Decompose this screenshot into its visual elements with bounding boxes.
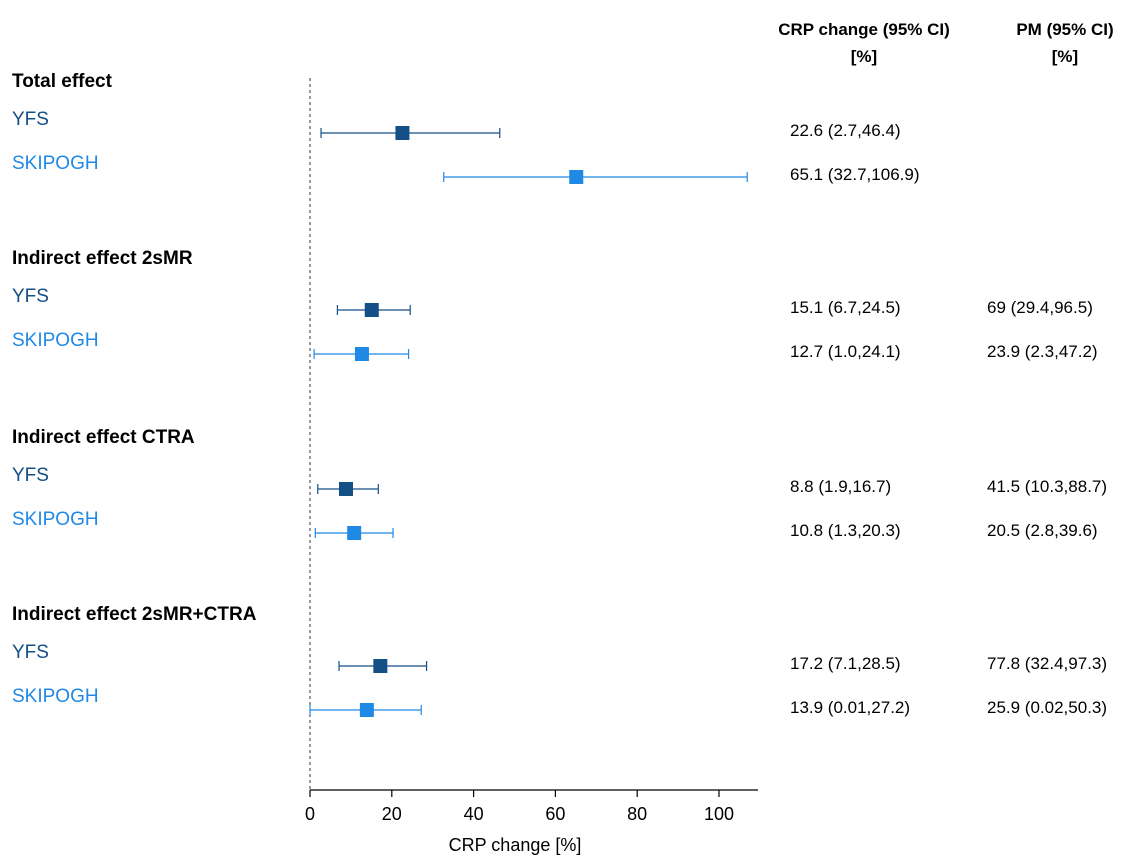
cohort-label: YFS [12,642,49,663]
point-estimate-marker [359,703,374,717]
point-estimate-marker [569,170,584,184]
x-tick-label: 0 [305,804,315,824]
group-title: Indirect effect 2sMR [12,248,193,269]
pm-ci-value: 77.8 (32.4,97.3) [987,654,1107,673]
crp-column-header-line1: CRP change (95% CI) [778,20,950,39]
pm-column-header-line2: [%] [1052,47,1078,66]
pm-ci-value: 69 (29.4,96.5) [987,298,1093,317]
cohort-label: YFS [12,465,49,486]
cohort-label: SKIPOGH [12,686,99,707]
cohort-label: SKIPOGH [12,330,99,351]
x-axis-label: CRP change [%] [449,835,582,855]
pm-ci-value: 20.5 (2.8,39.6) [987,521,1098,540]
point-estimate-marker [373,659,388,673]
group-title: Total effect [12,71,113,92]
x-tick-label: 40 [464,804,484,824]
crp-ci-value: 13.9 (0.01,27.2) [790,698,910,717]
crp-ci-value: 17.2 (7.1,28.5) [790,654,901,673]
x-tick-label: 100 [704,804,734,824]
point-estimate-marker [364,303,379,317]
crp-ci-value: 10.8 (1.3,20.3) [790,521,901,540]
group-title: Indirect effect CTRA [12,427,195,448]
x-tick-label: 20 [382,804,402,824]
crp-ci-value: 22.6 (2.7,46.4) [790,121,901,140]
point-estimate-marker [354,347,369,361]
crp-ci-value: 15.1 (6.7,24.5) [790,298,901,317]
group-title: Indirect effect 2sMR+CTRA [12,604,257,625]
crp-ci-value: 65.1 (32.7,106.9) [790,165,919,184]
point-estimate-marker [347,526,362,540]
cohort-label: SKIPOGH [12,153,99,174]
crp-ci-value: 12.7 (1.0,24.1) [790,342,901,361]
pm-column-header-line1: PM (95% CI) [1016,20,1113,39]
crp-ci-value: 8.8 (1.9,16.7) [790,477,891,496]
cohort-label: YFS [12,286,49,307]
x-tick-label: 80 [627,804,647,824]
pm-ci-value: 23.9 (2.3,47.2) [987,342,1098,361]
pm-ci-value: 25.9 (0.02,50.3) [987,698,1107,717]
x-axis: 0 20 40 60 80 100 CRP change [%] [305,789,758,855]
cohort-label: YFS [12,109,49,130]
pm-ci-value: 41.5 (10.3,88.7) [987,477,1107,496]
crp-column-header-line2: [%] [851,47,877,66]
x-tick-label: 60 [545,804,565,824]
point-estimate-marker [395,126,410,140]
cohort-label: SKIPOGH [12,509,99,530]
point-estimate-marker [338,482,353,496]
